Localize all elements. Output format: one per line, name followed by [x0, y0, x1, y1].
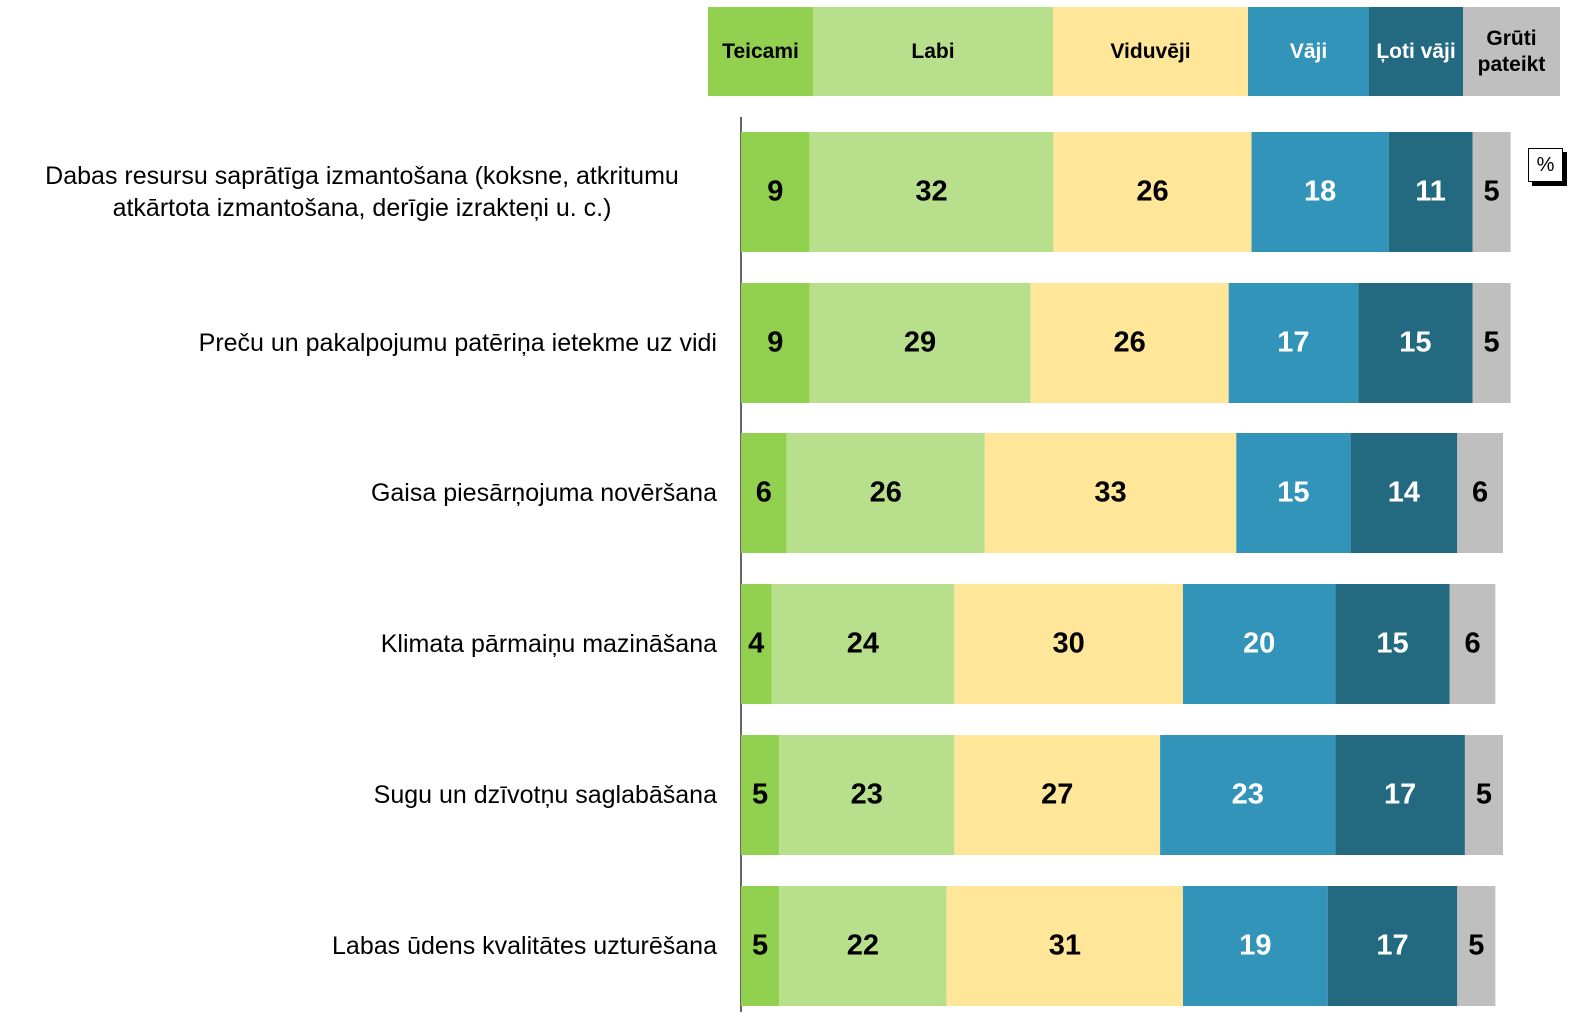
bar-segment — [741, 735, 780, 855]
bar-segment — [946, 886, 1183, 1006]
value-label: 17 — [1277, 326, 1310, 359]
bar-segment — [1182, 886, 1328, 1006]
bar-segment — [741, 132, 810, 252]
value-label: 15 — [1399, 326, 1432, 359]
bar-segment — [1030, 283, 1229, 403]
bar-segment — [741, 283, 810, 403]
value-label: 5 — [1475, 778, 1493, 811]
value-label: 17 — [1383, 778, 1417, 811]
value-label: 23 — [1231, 778, 1264, 811]
value-label: 31 — [1048, 929, 1081, 962]
value-label: 26 — [1136, 175, 1169, 208]
value-label: 33 — [1094, 476, 1127, 509]
value-label: 30 — [1052, 627, 1085, 660]
bar-segment — [779, 735, 955, 855]
bar-segment — [1335, 735, 1465, 855]
bar-segment — [779, 886, 947, 1006]
bar-segment — [1335, 584, 1450, 704]
category-label: Sugu un dzīvotņu saglabāšana — [373, 781, 717, 809]
bar-segment — [954, 735, 1161, 855]
value-label: 32 — [915, 175, 948, 208]
value-label: 6 — [1464, 627, 1481, 660]
value-label: 23 — [850, 778, 883, 811]
legend-item: Vāji — [1248, 7, 1369, 96]
bar-segment — [1472, 132, 1511, 252]
value-label: 4 — [748, 627, 765, 660]
value-label: 20 — [1243, 627, 1276, 660]
bar-segment — [1472, 283, 1511, 403]
bar-segment — [1358, 283, 1473, 403]
bar-segment — [1228, 283, 1359, 403]
value-label: 26 — [1113, 326, 1146, 359]
bar-segment — [741, 433, 787, 553]
value-label: 6 — [755, 476, 772, 509]
value-label: 9 — [767, 175, 784, 208]
value-label: 14 — [1387, 476, 1421, 509]
bar-segment — [1464, 735, 1503, 855]
value-label: 6 — [1472, 476, 1489, 509]
value-label: 5 — [1468, 929, 1485, 962]
bar-segment — [771, 584, 955, 704]
value-label: 5 — [1483, 175, 1500, 208]
bar-segment — [954, 584, 1183, 704]
legend-item: Labi — [813, 7, 1053, 96]
value-label: 5 — [751, 778, 769, 811]
bar-segment — [809, 132, 1054, 252]
value-label: 11 — [1415, 175, 1446, 208]
value-label: 17 — [1376, 929, 1409, 962]
bar-segment — [786, 433, 985, 553]
legend-item: Teicami — [708, 7, 813, 96]
legend-item: Viduvēji — [1053, 7, 1248, 96]
value-label: 24 — [846, 627, 880, 660]
value-label: 27 — [1041, 778, 1074, 811]
legend-item: Grūti pateikt — [1463, 7, 1560, 96]
bar-segment — [1160, 735, 1336, 855]
bar-segment — [1251, 132, 1389, 252]
bar-segment — [1457, 433, 1503, 553]
bar-segment — [741, 584, 772, 704]
bar-segment — [1182, 584, 1336, 704]
value-label: 26 — [869, 476, 902, 509]
unit-label: % — [1528, 148, 1563, 182]
bar-segment — [1449, 584, 1496, 704]
bar-segment — [1388, 132, 1473, 252]
bar-segment — [1236, 433, 1351, 553]
legend-item: Ļoti vāji — [1369, 7, 1463, 96]
value-label: 22 — [846, 929, 880, 962]
bar-segment — [1350, 433, 1458, 553]
bar-segment — [1457, 886, 1496, 1006]
value-label: 18 — [1303, 175, 1337, 208]
bar-segment — [984, 433, 1237, 553]
value-label: 5 — [1483, 326, 1500, 359]
category-label: Gaisa piesārņojuma novēršana — [370, 479, 717, 507]
value-label: 29 — [903, 326, 937, 359]
bar-segment — [1053, 132, 1252, 252]
category-label: Dabas resursu saprātīga izmantošana (kok… — [45, 162, 679, 222]
category-label: Preču un pakalpojumu patēriņa ietekme uz… — [198, 329, 717, 357]
value-label: 9 — [767, 326, 784, 359]
category-label: Labas ūdens kvalitātes uzturēšana — [332, 932, 717, 960]
bar-segment — [1327, 886, 1458, 1006]
bar-segment — [809, 283, 1031, 403]
value-label: 5 — [751, 929, 769, 962]
value-label: 19 — [1239, 929, 1272, 962]
value-label: 15 — [1376, 627, 1409, 660]
category-label: Klimata pārmaiņu mazināšana — [380, 630, 717, 658]
value-label: 15 — [1277, 476, 1310, 509]
bar-segment — [741, 886, 780, 1006]
